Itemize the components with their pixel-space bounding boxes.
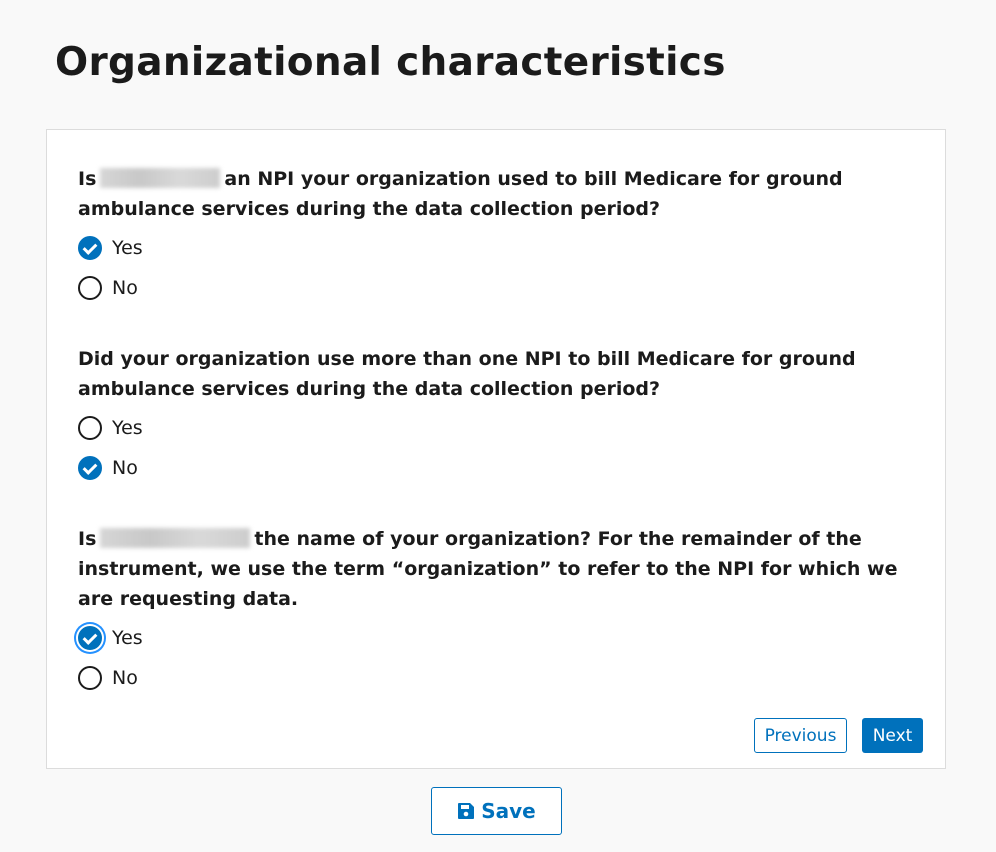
radio-checked-icon[interactable] <box>78 236 102 260</box>
radio-checked-icon[interactable] <box>78 626 102 650</box>
q1-option-yes[interactable]: Yes <box>78 234 143 262</box>
floppy-disk-icon <box>458 803 475 819</box>
question-card: Is an NPI your organization used to bill … <box>46 129 946 769</box>
page-title: Organizational characteristics <box>55 40 726 85</box>
q2-option-no[interactable]: No <box>78 454 138 482</box>
previous-button[interactable]: Previous <box>754 718 847 753</box>
redacted-npi <box>100 168 221 188</box>
redacted-org-name <box>100 528 251 548</box>
q3-option-no[interactable]: No <box>78 664 138 692</box>
q2-option-yes[interactable]: Yes <box>78 414 143 442</box>
question-3: Is the name of your organization? For the… <box>78 528 898 610</box>
radio-checked-icon[interactable] <box>78 456 102 480</box>
question-2: Did your organization use more than one … <box>78 348 856 400</box>
radio-unchecked-icon[interactable] <box>78 276 102 300</box>
save-button[interactable]: Save <box>431 787 562 835</box>
radio-unchecked-icon[interactable] <box>78 666 102 690</box>
q1-option-no[interactable]: No <box>78 274 138 302</box>
question-1: Is an NPI your organization used to bill … <box>78 168 843 220</box>
next-button[interactable]: Next <box>862 718 923 753</box>
q3-option-yes[interactable]: Yes <box>78 624 143 652</box>
radio-unchecked-icon[interactable] <box>78 416 102 440</box>
